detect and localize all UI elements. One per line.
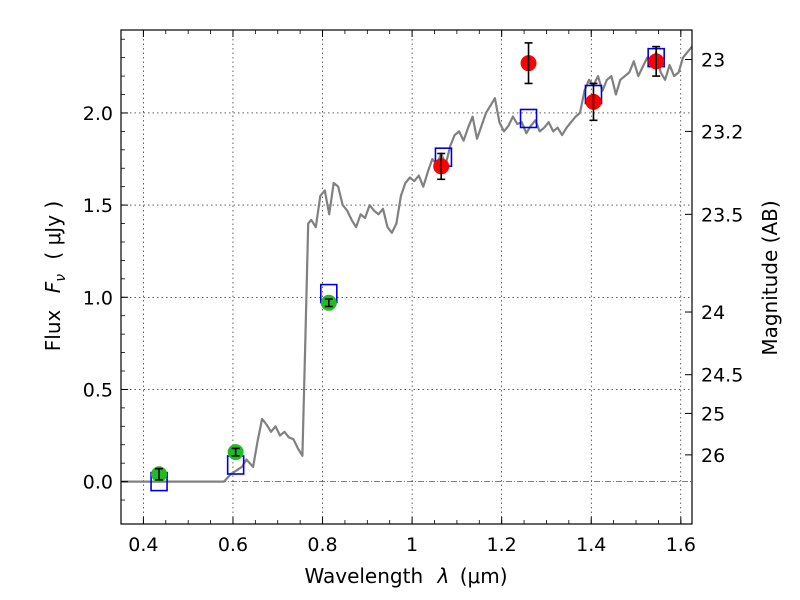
x-tick-label: 1 (406, 534, 418, 556)
y-axis-ticks: 0.0 0.5 1.0 1.5 2.0 (83, 38, 128, 501)
y2-tick-label: 23.2 (701, 121, 743, 143)
y2-tick-label: 26 (701, 445, 725, 467)
y-tick-label: 1.5 (83, 195, 113, 217)
plot-frame (120, 29, 693, 525)
x-tick-label: 1.2 (487, 534, 517, 556)
y2-axis-label: Magnitude (AB) (758, 200, 782, 355)
grid (121, 30, 692, 524)
x-tick-label: 0.4 (128, 534, 158, 556)
x-tick-label: 0.8 (307, 534, 337, 556)
y-tick-label: 2.0 (83, 103, 113, 125)
x-tick-label: 1.4 (576, 534, 606, 556)
observed-photometry-series (151, 42, 665, 483)
y-axis-label: Flux Fν ( μJy ) (41, 201, 70, 351)
y2-tick-label: 23.5 (701, 204, 743, 226)
y2-tick-label: 24.5 (701, 365, 743, 387)
x-axis-label: Wavelength λ (μm) (304, 564, 507, 588)
model-spectrum-series (121, 45, 693, 483)
y-tick-label: 1.0 (83, 287, 113, 309)
y2-tick-label: 23 (701, 49, 725, 71)
x-tick-label: 1.6 (666, 534, 696, 556)
model-photometry-series (150, 47, 665, 492)
y-tick-label: 0.5 (83, 379, 113, 401)
y2-tick-label: 24 (701, 302, 725, 324)
x-tick-label: 0.6 (218, 534, 248, 556)
model-square (519, 108, 538, 129)
spectrum-line (121, 45, 693, 483)
x-axis-ticks: 0.4 0.6 0.8 1 1.2 1.4 1.6 (120, 30, 696, 556)
y2-tick-label: 25 (701, 403, 725, 425)
y2-axis-ticks: 23 23.2 23.5 24 24.5 25 26 (685, 49, 743, 467)
y-tick-label: 0.0 (83, 472, 113, 494)
